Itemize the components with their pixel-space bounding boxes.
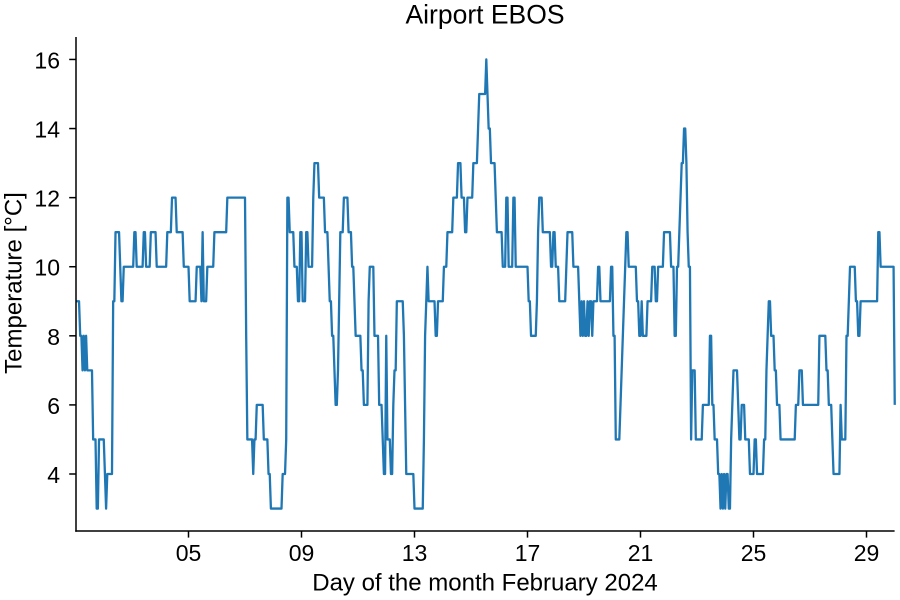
svg-text:17: 17 — [515, 540, 541, 566]
svg-text:25: 25 — [741, 540, 767, 566]
svg-text:05: 05 — [176, 540, 202, 566]
svg-text:8: 8 — [47, 324, 60, 350]
svg-text:14: 14 — [34, 117, 60, 143]
svg-text:Temperature [°C]: Temperature [°C] — [1, 192, 28, 374]
svg-text:16: 16 — [34, 47, 60, 73]
svg-text:09: 09 — [289, 540, 315, 566]
svg-text:21: 21 — [628, 540, 654, 566]
svg-text:10: 10 — [34, 255, 60, 281]
svg-text:Airport EBOS: Airport EBOS — [405, 0, 564, 30]
svg-text:6: 6 — [47, 393, 60, 419]
svg-text:29: 29 — [854, 540, 880, 566]
svg-text:Day of the month February 2024: Day of the month February 2024 — [312, 570, 658, 597]
svg-text:13: 13 — [402, 540, 428, 566]
svg-text:4: 4 — [47, 462, 60, 488]
svg-text:12: 12 — [34, 186, 60, 212]
